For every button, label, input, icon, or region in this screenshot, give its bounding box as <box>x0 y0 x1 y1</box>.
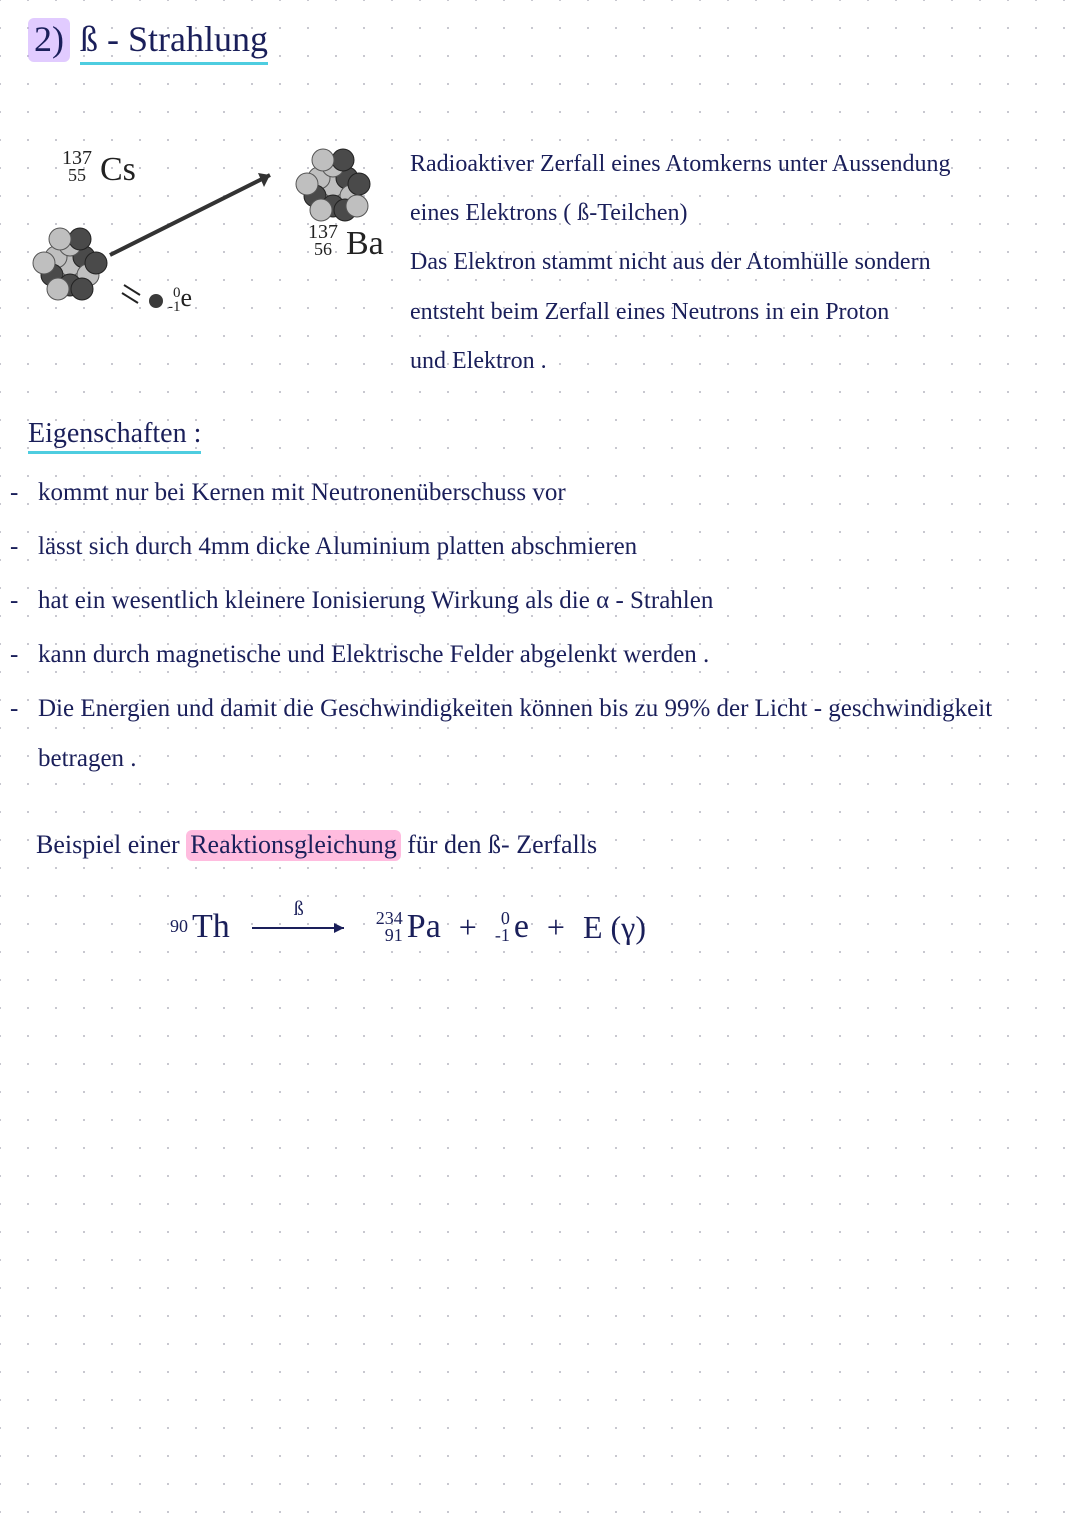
ba-z: 56 <box>308 241 338 257</box>
eq-plus1: + <box>459 909 477 946</box>
example-heading: Beispiel einer Reaktionsgleichung für de… <box>36 830 597 860</box>
example-pre: Beispiel einer <box>36 830 186 859</box>
eq-plus2: + <box>547 909 565 946</box>
lhs-el: Th <box>192 908 230 946</box>
title-text: ß - Strahlung <box>80 18 268 65</box>
lhs-z: 90 <box>170 918 188 935</box>
properties-heading-text: Eigenschaften : <box>28 418 201 454</box>
list-item: -hat ein wesentlich kleinere Ionisierung… <box>10 576 1050 626</box>
eq-lhs: 90 Th <box>170 908 230 946</box>
prop-4: Die Energien und damit die Geschwindigke… <box>38 684 1050 784</box>
decay-arrow <box>90 145 300 285</box>
rhs1-el: Pa <box>407 908 441 946</box>
intro-l2: eines Elektrons ( ß-Teilchen) <box>410 189 1068 238</box>
list-item: -kommt nur bei Kernen mit Neutronenübers… <box>10 468 1050 518</box>
prop-2: hat ein wesentlich kleinere Ionisierung … <box>38 576 713 626</box>
eq-arrow: ß <box>248 908 358 946</box>
list-item: -kann durch magnetische und Elektrische … <box>10 630 1050 680</box>
list-item: -Die Energien und damit die Geschwindigk… <box>10 684 1050 784</box>
eq-rhs3: E (γ) <box>583 909 646 946</box>
arrow-label: ß <box>294 898 304 921</box>
example-post: für den ß- Zerfalls <box>401 830 597 859</box>
eq-rhs2: 0-1 e <box>495 908 529 946</box>
e-symbol: e <box>181 283 193 312</box>
properties-heading: Eigenschaften : <box>28 418 201 450</box>
intro-l4: entsteht beim Zerfall eines Neutrons in … <box>410 288 1068 337</box>
rhs2-el: e <box>514 908 529 946</box>
rhs2-z: -1 <box>495 927 510 944</box>
intro-l5: und Elektron . <box>410 337 1068 386</box>
cs-z: 55 <box>62 167 92 183</box>
intro-paragraph: Radioaktiver Zerfall eines Atomkerns unt… <box>410 140 1068 386</box>
title-number: 2) <box>28 18 70 62</box>
prop-1: lässt sich durch 4mm dicke Aluminium pla… <box>38 522 637 572</box>
rhs1-z: 91 <box>385 927 403 944</box>
prop-3: kann durch magnetische und Elektrische F… <box>38 630 709 680</box>
decay-equation: 90 Th ß 23491 Pa + 0-1 e + E (γ) <box>170 908 646 946</box>
intro-l1: Radioaktiver Zerfall eines Atomkerns unt… <box>410 140 1068 189</box>
decay-diagram: 137 55 Cs 137 56 Ba 0 -1 e <box>20 135 390 365</box>
eq-rhs1: 23491 Pa <box>376 908 441 946</box>
properties-list: -kommt nur bei Kernen mit Neutronenübers… <box>10 468 1050 788</box>
section-title: 2) ß - Strahlung <box>28 18 268 65</box>
electron-emission-icon <box>118 279 178 319</box>
isotope-cs: 137 55 Cs <box>62 149 92 183</box>
prop-0: kommt nur bei Kernen mit Neutronenübersc… <box>38 468 566 518</box>
intro-l3: Das Elektron stammt nicht aus der Atomhü… <box>410 238 1068 287</box>
list-item: -lässt sich durch 4mm dicke Aluminium pl… <box>10 522 1050 572</box>
example-hl: Reaktionsgleichung <box>186 830 401 861</box>
